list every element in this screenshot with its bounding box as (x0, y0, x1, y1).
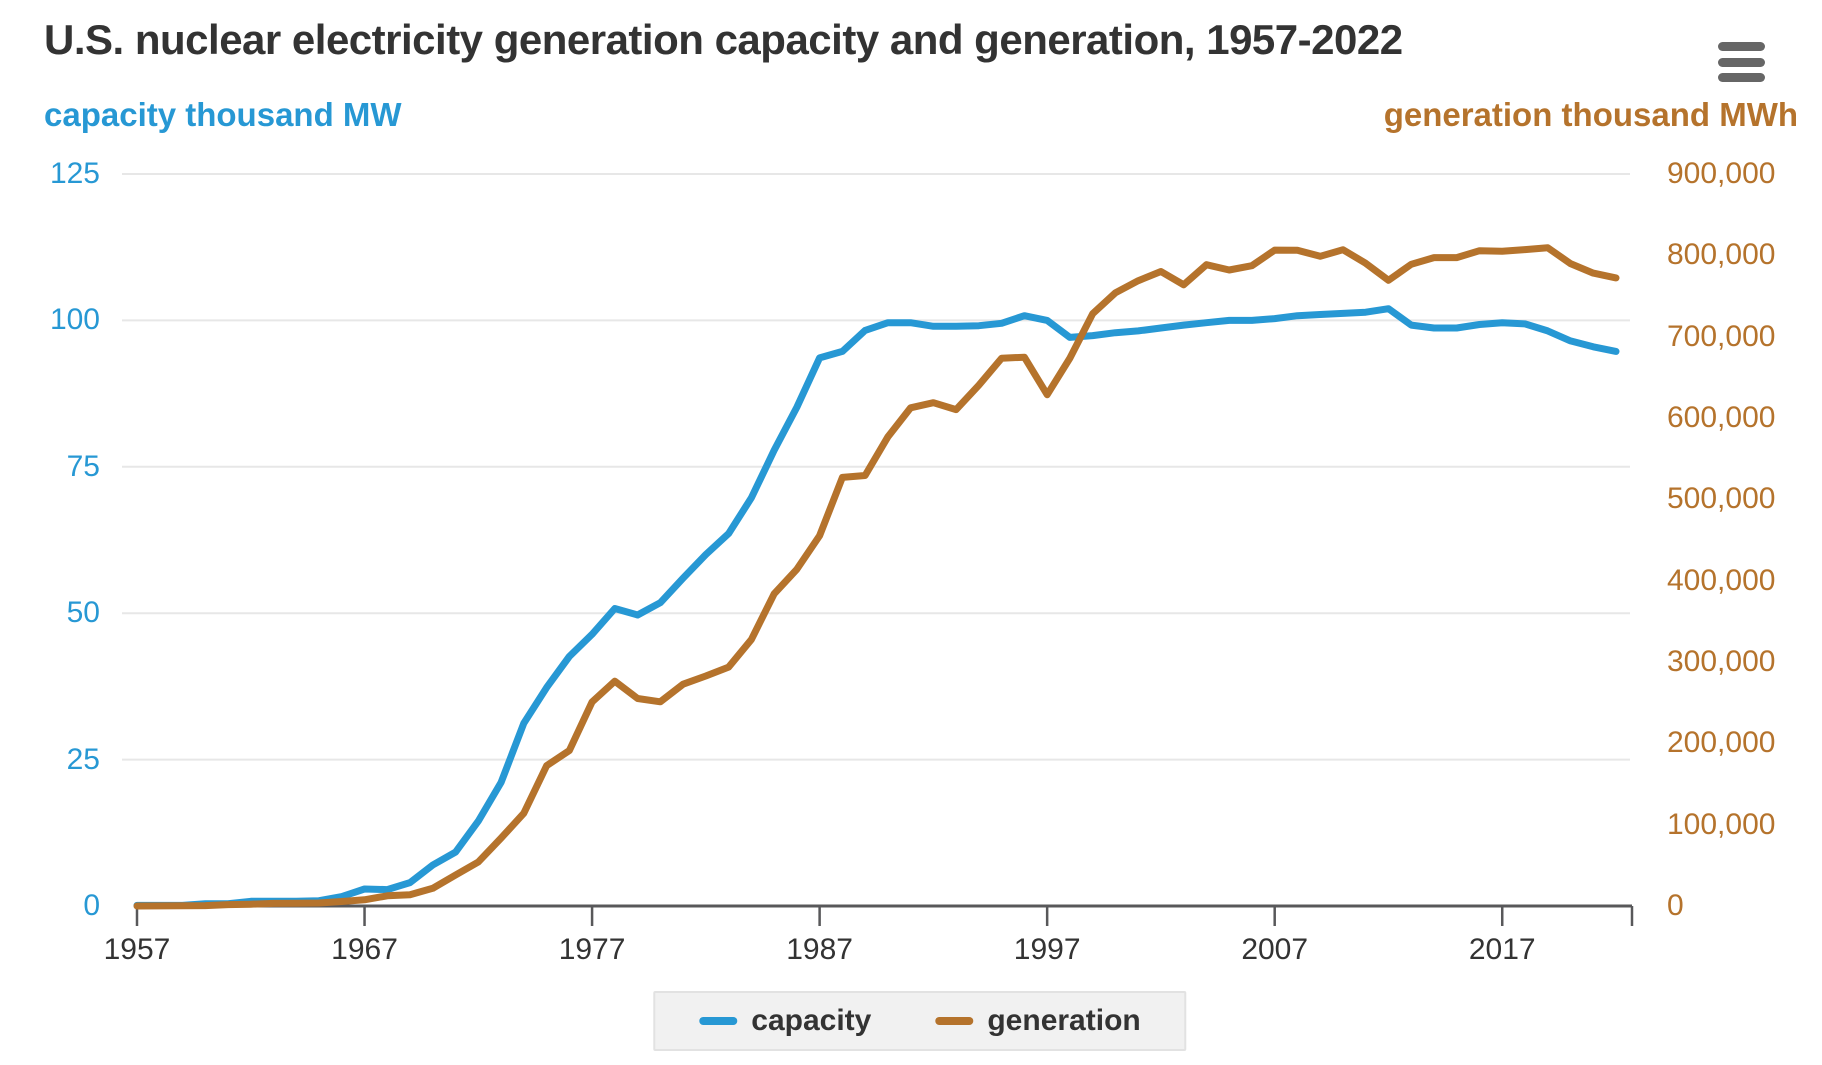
x-tick: 1977 (558, 933, 626, 966)
y-right-tick: 300,000 (1667, 645, 1776, 678)
y-right-tick: 600,000 (1667, 401, 1776, 434)
hamburger-bar (1718, 57, 1765, 67)
hamburger-bar (1718, 73, 1765, 82)
legend-item-capacity[interactable]: capacity (699, 1004, 871, 1038)
legend-label-generation: generation (987, 1004, 1141, 1037)
generation-line-swatch (935, 1017, 974, 1025)
chart-title: U.S. nuclear electricity generation capa… (44, 16, 1403, 63)
x-tick: 1957 (103, 933, 171, 966)
hamburger-menu-icon[interactable] (1718, 42, 1765, 82)
y-left-tick: 25 (66, 742, 100, 776)
capacity-line (133, 305, 1620, 909)
y-right-tick: 700,000 (1667, 319, 1776, 353)
x-tick: 1967 (331, 933, 398, 966)
y-right-tick: 800,000 (1667, 238, 1776, 272)
right-axis-title: generation thousand MWh (1383, 96, 1798, 133)
y-right-tick: 100,000 (1667, 807, 1776, 841)
x-tick: 2017 (1468, 933, 1536, 966)
y-left-tick: 100 (49, 303, 100, 337)
y-left-tick: 50 (66, 596, 100, 630)
y-left-tick: 75 (66, 449, 100, 483)
y-right-tick: 200,000 (1667, 726, 1776, 760)
x-tick: 1997 (1013, 933, 1081, 966)
y-right-tick: 900,000 (1667, 157, 1776, 190)
y-right-tick: 500,000 (1667, 482, 1776, 516)
y-right-tick: 0 (1667, 889, 1684, 922)
left-axis-title: capacity thousand MW (44, 96, 402, 133)
x-tick: 2007 (1241, 933, 1309, 966)
y-left-tick: 125 (49, 157, 100, 190)
legend-item-generation[interactable]: generation (935, 1004, 1141, 1038)
x-tick: 1987 (786, 933, 853, 966)
y-left-tick: 0 (83, 889, 100, 922)
legend-label-capacity: capacity (751, 1004, 872, 1037)
y-right-tick: 400,000 (1667, 563, 1776, 597)
hamburger-bar (1718, 42, 1765, 51)
legend: capacity generation (653, 991, 1187, 1051)
generation-line (133, 244, 1620, 910)
capacity-line-swatch (699, 1017, 738, 1025)
